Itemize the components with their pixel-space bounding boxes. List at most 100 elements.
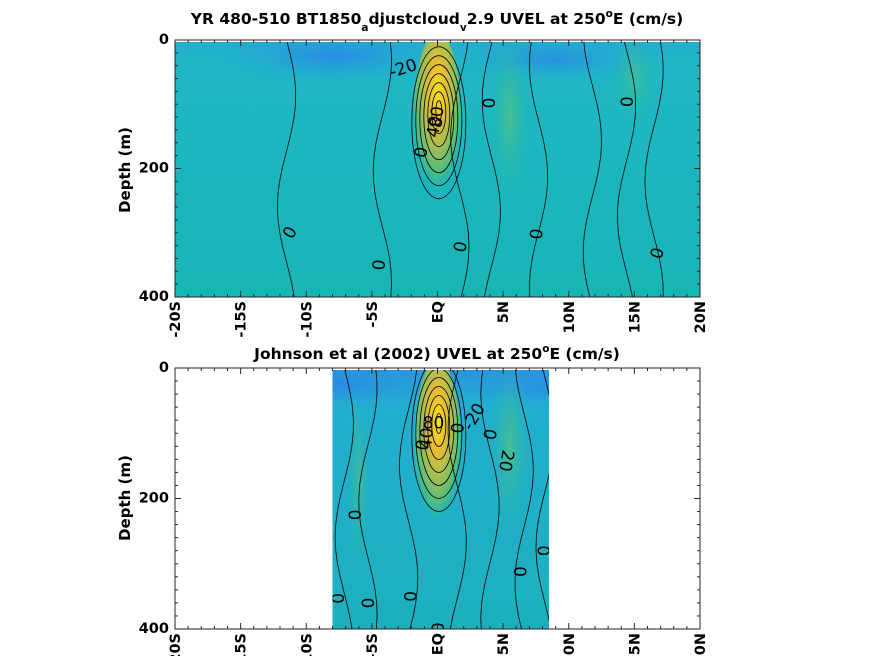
x-tick-label: -20S [168, 633, 184, 656]
x-tick-label: -10S [299, 301, 315, 338]
contour-label: 0 [618, 96, 638, 107]
contour-line [427, 395, 451, 460]
x-tick-label: -5S [365, 301, 381, 328]
x-tick-label: 10N [562, 633, 578, 656]
contour-label: 0 [412, 438, 434, 452]
contour-line [431, 404, 447, 447]
zero-contour [447, 370, 467, 629]
bottom-panel-ylabel: Depth (m) [116, 455, 134, 541]
x-tick-label: 10N [562, 301, 578, 333]
undercurrent-jet [413, 42, 462, 202]
x-tick-label: 15N [627, 301, 643, 333]
top-panel: YR 480-510 BT1850adjustcloudv2.9 UVEL at… [116, 8, 709, 338]
y-tick-label: 0 [159, 360, 169, 376]
contour-label: 0 [450, 240, 472, 254]
y-tick-label: 400 [139, 621, 169, 637]
contour-label: 40 [423, 114, 446, 139]
zero-contour [481, 42, 501, 297]
contour-line [419, 377, 459, 486]
zero-contour [372, 42, 392, 297]
contour-line [435, 413, 443, 434]
contour-label: 80 [427, 105, 449, 128]
westward-flow-region [201, 42, 464, 87]
contour-label: 0 [535, 545, 555, 556]
contour-line [431, 91, 447, 135]
x-tick-label: -20S [168, 301, 184, 338]
title-part: o [542, 343, 549, 355]
y-tick-label: 200 [139, 491, 169, 507]
top-panel-ylabel: Depth (m) [116, 127, 134, 213]
contour-label: 0 [481, 427, 503, 441]
y-tick-label: 400 [139, 289, 169, 305]
title-part: djustcloud [368, 10, 459, 28]
title-part: v [460, 22, 467, 34]
contour-line [419, 64, 459, 174]
zero-contour [644, 42, 664, 297]
contour-label: 0 [480, 98, 500, 109]
zero-contour [399, 370, 419, 629]
contour-line [423, 73, 455, 161]
contour-label: 0 [411, 145, 433, 159]
zero-contour [276, 42, 297, 297]
zero-contour [358, 370, 378, 629]
zero-contour [535, 370, 550, 622]
eastward-flow-region [488, 370, 531, 538]
contour-line [415, 370, 463, 499]
x-tick-label: EQ [431, 301, 447, 323]
eastward-flow-region [488, 42, 531, 208]
contour-line [423, 386, 455, 473]
contour-label: 0 [359, 597, 379, 608]
contour-label: 0 [527, 228, 548, 241]
x-tick-label: 20N [693, 301, 709, 333]
x-tick-label: -5S [365, 633, 381, 656]
x-tick-label: -15S [234, 633, 250, 656]
x-tick-label: 5N [496, 301, 512, 323]
title-part: E (cm/s) [613, 10, 683, 28]
contour-label: 0 [329, 593, 349, 604]
zero-contour [582, 42, 602, 297]
eastward-flow-region [345, 387, 372, 571]
x-tick-label: -10S [299, 633, 315, 656]
x-tick-label: -15S [234, 301, 250, 338]
title-part: o [606, 8, 613, 20]
contour-line [427, 82, 451, 148]
contour-label: 0 [401, 591, 421, 602]
zero-contour [480, 370, 500, 629]
top-panel-title: YR 480-510 BT1850adjustcloudv2.9 UVEL at… [190, 8, 683, 34]
title-part: 2.9 UVEL at 250 [467, 10, 606, 28]
zero-contour [616, 42, 637, 297]
x-tick-label: 20N [693, 633, 709, 656]
contour-line [411, 370, 467, 512]
y-tick-label: 200 [139, 161, 169, 177]
contour-label: 40 [416, 427, 438, 450]
zero-contour [514, 370, 534, 629]
contour-label: 80 [423, 413, 445, 433]
title-part: YR 480-510 BT1850 [190, 10, 362, 28]
title-part: E (cm/s) [549, 345, 619, 363]
y-tick-label: 0 [159, 32, 169, 48]
contour-label: 0 [429, 622, 449, 633]
contour-label: 0 [448, 422, 469, 435]
contour-label: 0 [369, 259, 390, 272]
contour-label: 0 [512, 566, 532, 577]
zero-contour [334, 370, 354, 629]
contour-label: 0 [647, 245, 669, 261]
contour-line [411, 46, 467, 200]
zero-contour [528, 42, 549, 297]
title-part: a [361, 22, 368, 34]
x-tick-label: EQ [431, 633, 447, 655]
zero-contour [450, 42, 470, 297]
contour-line [435, 100, 443, 122]
bottom-panel: Johnson et al (2002) UVEL at 250oE (cm/s… [116, 343, 709, 656]
contour-label: 0 [346, 509, 366, 520]
contour-line [415, 55, 463, 187]
x-tick-label: 5N [496, 633, 512, 655]
title-part: Johnson et al (2002) UVEL at 250 [253, 345, 542, 363]
contour-label: 20 [494, 448, 517, 473]
x-tick-label: 15N [627, 633, 643, 656]
